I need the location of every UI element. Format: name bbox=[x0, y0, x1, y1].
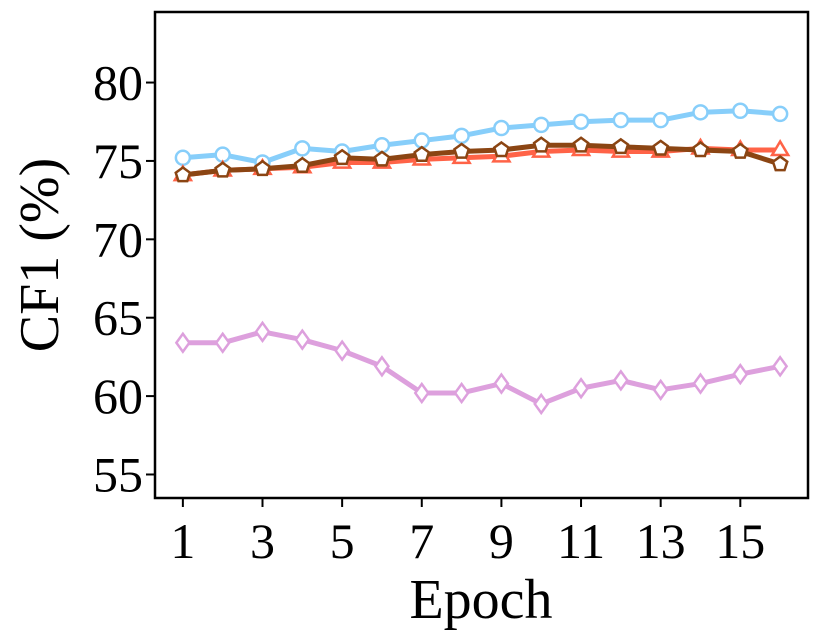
series-line-pentagon bbox=[180, 142, 783, 178]
data-point-diamond bbox=[453, 381, 470, 405]
y-tick-label: 70 bbox=[93, 211, 143, 267]
data-point-diamond bbox=[772, 355, 789, 378]
x-tick-label: 15 bbox=[715, 513, 765, 569]
data-point-diamond bbox=[533, 392, 550, 416]
y-tick-label: 75 bbox=[93, 133, 143, 189]
data-point-pentagon bbox=[452, 142, 471, 159]
data-point-circle bbox=[294, 140, 311, 157]
y-axis-label: CF1 (%) bbox=[9, 158, 71, 352]
data-point-circle bbox=[453, 127, 470, 145]
data-point-circle bbox=[692, 104, 709, 121]
data-point-circle bbox=[732, 102, 749, 120]
data-point-diamond bbox=[612, 369, 629, 392]
data-point-pentagon bbox=[373, 150, 391, 167]
data-point-pentagon bbox=[413, 145, 431, 162]
data-point-diamond bbox=[413, 381, 430, 405]
data-point-circle bbox=[612, 111, 630, 129]
data-point-circle bbox=[413, 132, 431, 149]
data-point-diamond bbox=[493, 372, 510, 395]
x-tick-label: 11 bbox=[557, 513, 605, 569]
y-tick-label: 55 bbox=[93, 446, 143, 502]
x-tick-label: 9 bbox=[489, 513, 514, 569]
data-point-diamond bbox=[174, 331, 191, 354]
data-point-diamond bbox=[732, 363, 749, 386]
y-tick-label: 60 bbox=[93, 368, 143, 424]
data-point-pentagon bbox=[333, 148, 351, 166]
data-point-circle bbox=[652, 111, 669, 129]
data-point-pentagon bbox=[532, 136, 550, 153]
data-point-diamond bbox=[254, 320, 271, 343]
data-point-pentagon bbox=[771, 155, 789, 172]
x-tick-label: 1 bbox=[170, 513, 195, 569]
data-point-pentagon bbox=[253, 159, 272, 177]
x-axis-label: Epoch bbox=[409, 569, 552, 631]
data-point-pentagon bbox=[731, 142, 749, 159]
data-point-diamond bbox=[294, 328, 311, 351]
data-point-circle bbox=[174, 149, 192, 167]
data-point-pentagon bbox=[612, 137, 630, 155]
data-point-diamond bbox=[334, 339, 351, 362]
data-point-diamond bbox=[692, 372, 709, 395]
x-tick-label: 7 bbox=[409, 513, 434, 569]
x-tick-label: 3 bbox=[250, 513, 275, 569]
series-line-circle bbox=[180, 108, 783, 166]
y-axis: 55 60 65 70 75 80 bbox=[93, 55, 155, 502]
data-point-diamond bbox=[573, 377, 590, 400]
data-point-diamond bbox=[373, 355, 390, 378]
data-point-pentagon bbox=[691, 140, 710, 158]
series-circle bbox=[174, 102, 789, 171]
series-layer bbox=[172, 102, 791, 416]
data-point-circle bbox=[373, 137, 391, 154]
y-tick-label: 80 bbox=[93, 55, 143, 111]
data-point-diamond bbox=[214, 331, 231, 354]
data-point-pentagon bbox=[652, 139, 670, 156]
y-tick-label: 65 bbox=[93, 290, 143, 346]
x-tick-label: 13 bbox=[636, 513, 686, 569]
data-point-pentagon bbox=[492, 140, 511, 158]
data-point-pentagon bbox=[293, 156, 311, 173]
series-pentagon bbox=[174, 136, 789, 183]
series-line-diamond bbox=[180, 329, 783, 407]
data-point-circle bbox=[771, 105, 789, 123]
x-axis: 1 3 5 7 9 11 13 15 bbox=[170, 498, 765, 569]
data-point-pentagon bbox=[174, 166, 192, 183]
data-point-circle bbox=[532, 116, 550, 134]
data-point-circle bbox=[572, 113, 590, 130]
plot-frame bbox=[153, 10, 810, 500]
data-point-circle bbox=[493, 119, 510, 137]
data-point-pentagon bbox=[214, 161, 232, 178]
x-tick-label: 5 bbox=[330, 513, 355, 569]
series-diamond bbox=[174, 320, 789, 416]
data-point-pentagon bbox=[572, 136, 590, 153]
data-point-diamond bbox=[652, 378, 669, 401]
